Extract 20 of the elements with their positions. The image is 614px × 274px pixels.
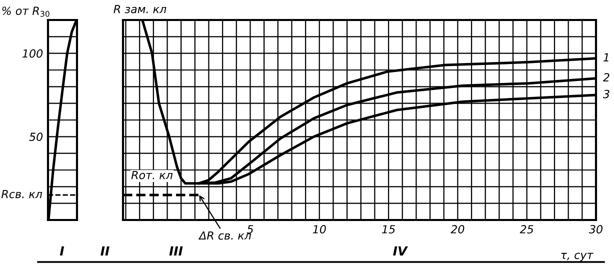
series-label: 1 — [603, 53, 608, 62]
x-tick-label: 30 — [588, 225, 603, 234]
annotation: Rот. кл — [131, 170, 173, 180]
y-tick-label: 100 — [22, 49, 43, 58]
x-tick-label: 5 — [246, 225, 254, 234]
x-axis-title: τ, сут — [561, 252, 594, 262]
y-tick-label: 50 — [29, 132, 43, 142]
text: IV — [393, 246, 408, 256]
text: I — [60, 246, 64, 256]
x-tick-label: 15 — [382, 225, 395, 234]
series-label: 3 — [602, 90, 610, 98]
y-axis-title: % от R$_{30}$ — [2, 6, 50, 17]
text: R зам. кл — [114, 4, 166, 14]
ref-line-label: Rсв. кл — [1, 190, 42, 198]
x-tick-label: 20 — [450, 225, 464, 234]
x-tick-label: 10 — [312, 225, 326, 234]
text: III — [169, 246, 183, 256]
x-tick-label: 25 — [520, 225, 534, 234]
series-label: 2 — [602, 73, 610, 82]
text: II — [100, 246, 110, 256]
